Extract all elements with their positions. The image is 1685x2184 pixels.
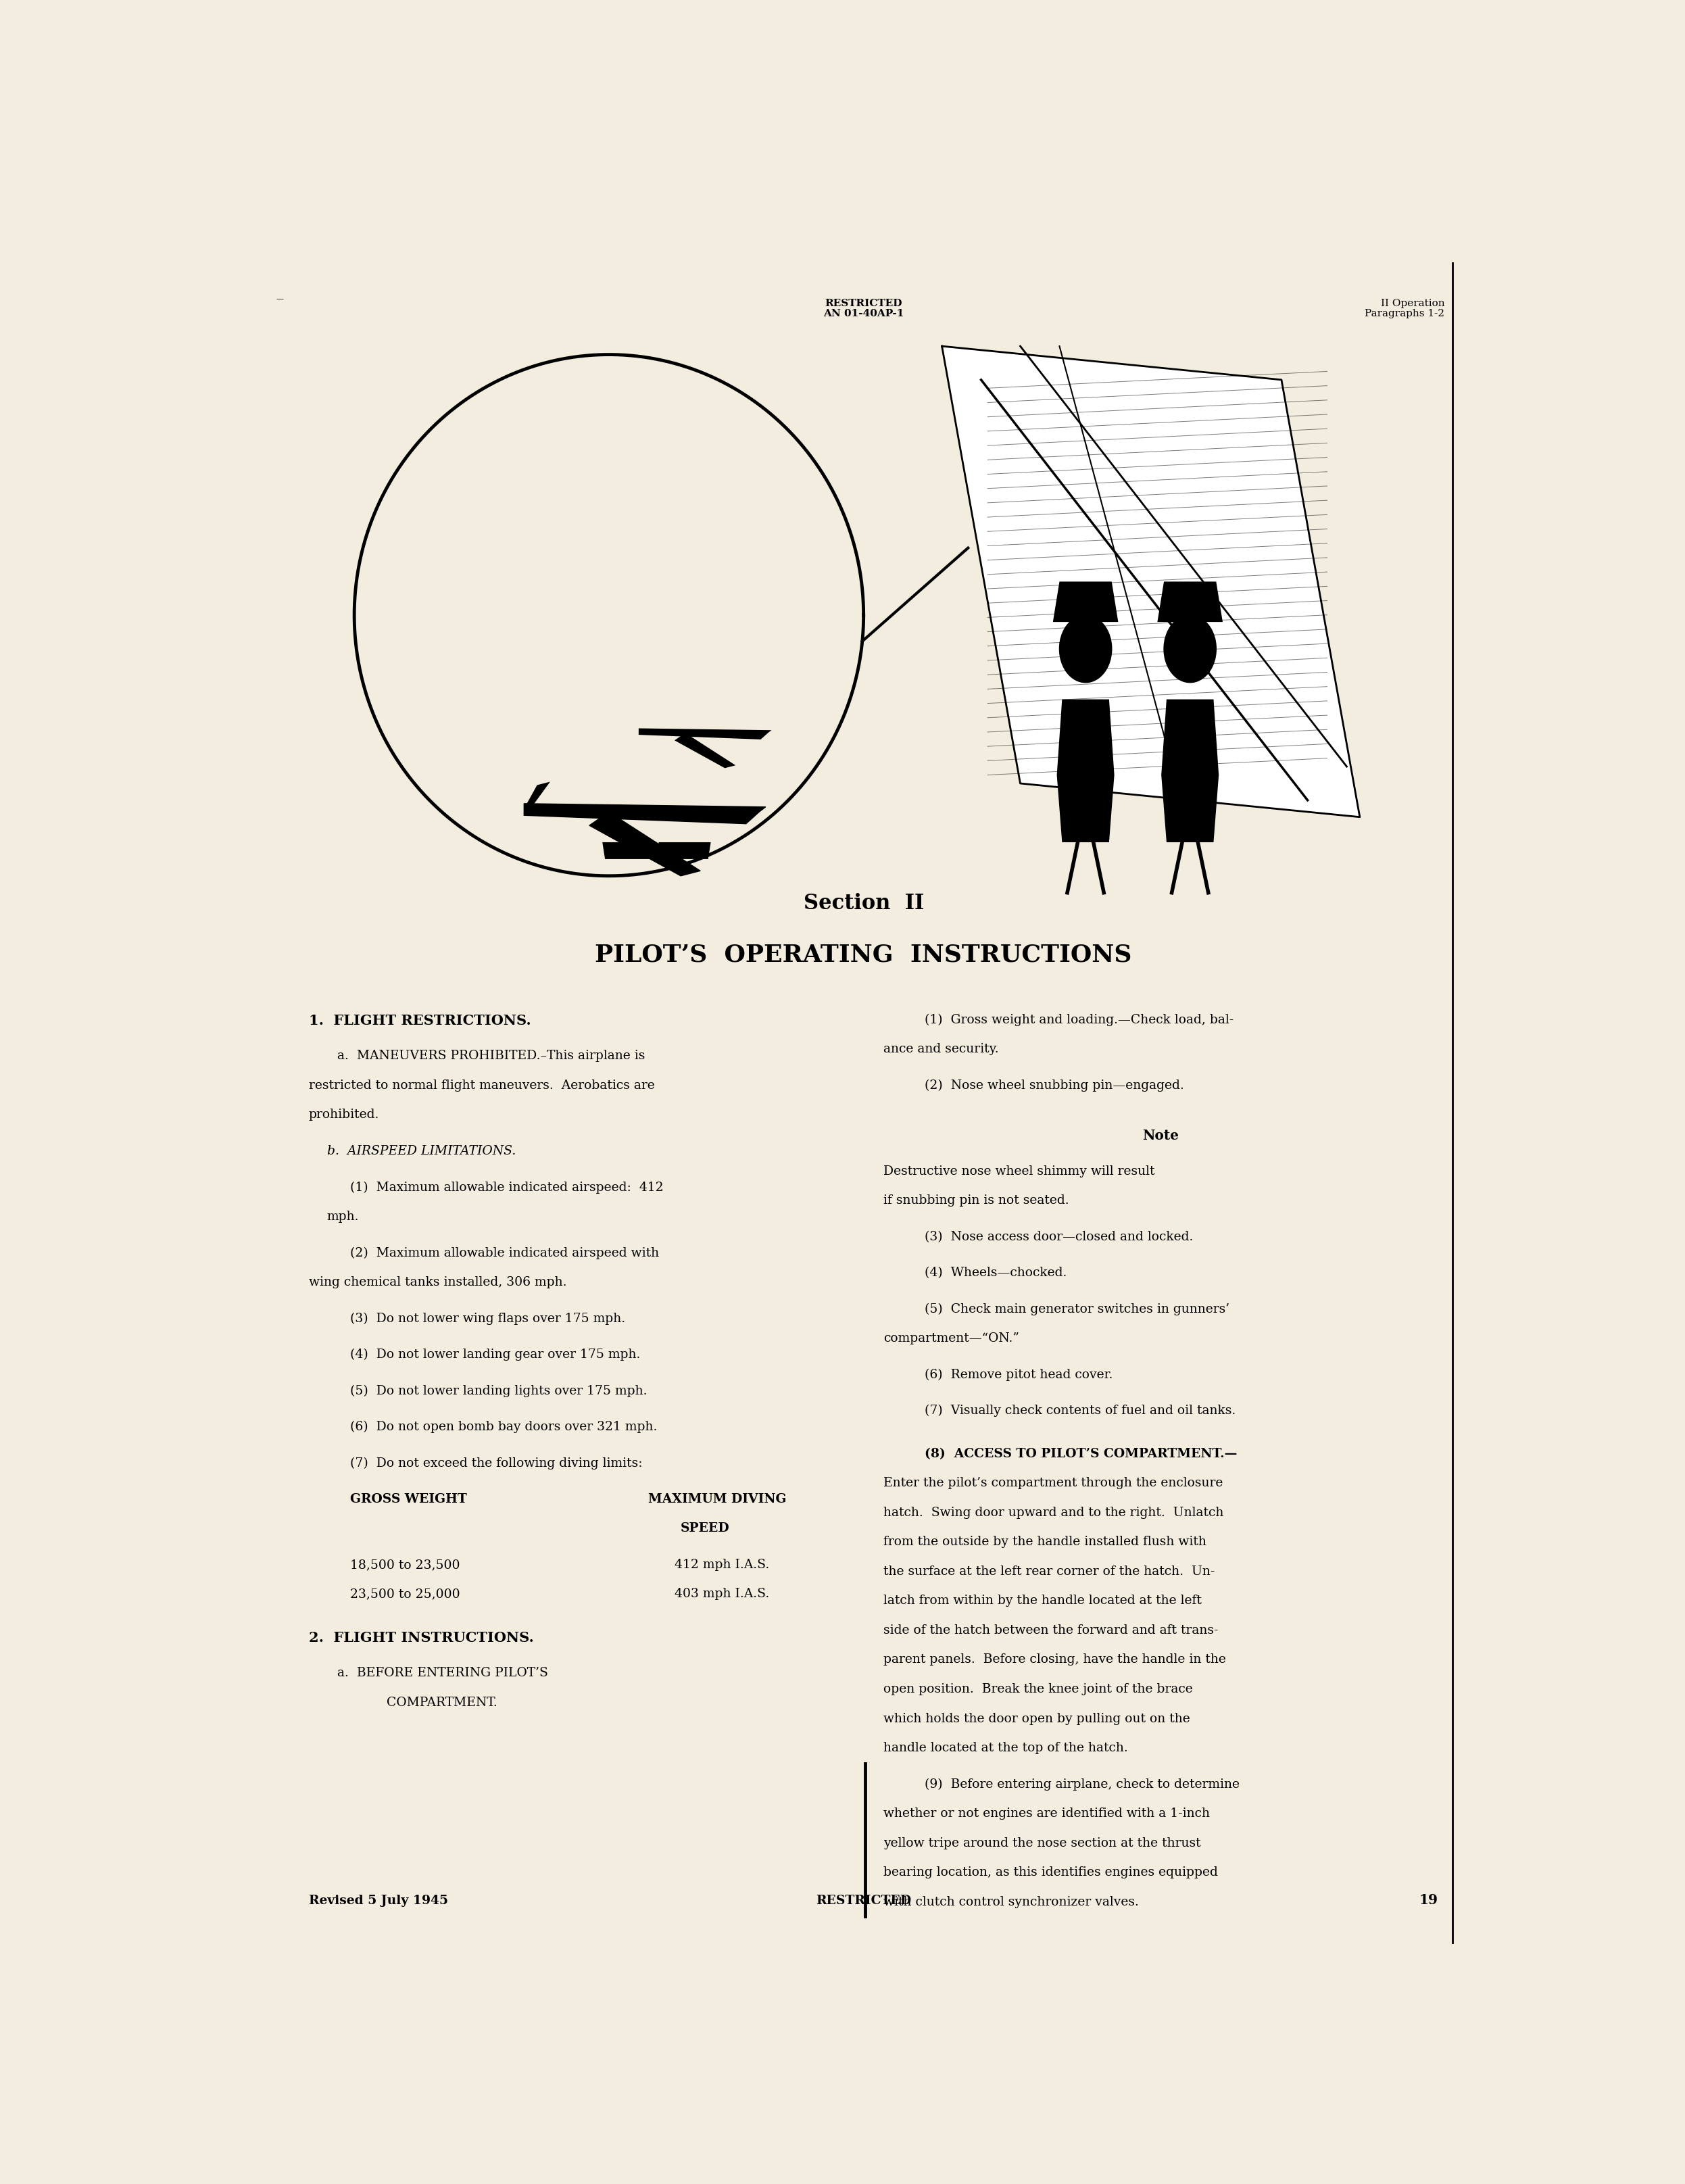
Polygon shape <box>1161 699 1218 843</box>
Polygon shape <box>1158 581 1223 622</box>
Text: b.  AIRSPEED LIMITATIONS.: b. AIRSPEED LIMITATIONS. <box>327 1144 516 1158</box>
Text: open position.  Break the knee joint of the brace: open position. Break the knee joint of t… <box>883 1684 1193 1695</box>
Text: (1)  Maximum allowable indicated airspeed:  412: (1) Maximum allowable indicated airspeed… <box>350 1182 664 1192</box>
Text: a.  MANEUVERS PROHIBITED.–This airplane is: a. MANEUVERS PROHIBITED.–This airplane i… <box>337 1051 645 1061</box>
Text: MAXIMUM DIVING: MAXIMUM DIVING <box>649 1494 787 1505</box>
Text: (7)  Do not exceed the following diving limits:: (7) Do not exceed the following diving l… <box>350 1457 642 1470</box>
Text: Section  II: Section II <box>804 893 923 913</box>
Polygon shape <box>524 804 765 823</box>
Text: whether or not engines are identified with a 1-inch: whether or not engines are identified wi… <box>883 1808 1210 1819</box>
Text: from the outside by the handle installed flush with: from the outside by the handle installed… <box>883 1535 1206 1548</box>
Text: (4)  Wheels—chocked.: (4) Wheels—chocked. <box>925 1267 1067 1280</box>
Text: wing chemical tanks installed, 306 mph.: wing chemical tanks installed, 306 mph. <box>308 1275 566 1289</box>
Text: side of the hatch between the forward and aft trans-: side of the hatch between the forward an… <box>883 1625 1218 1636</box>
Text: (8)  ACCESS TO PILOT’S COMPARTMENT.—: (8) ACCESS TO PILOT’S COMPARTMENT.— <box>925 1448 1237 1459</box>
Text: Destructive nose wheel shimmy will result: Destructive nose wheel shimmy will resul… <box>883 1164 1154 1177</box>
Text: ance and security.: ance and security. <box>883 1044 999 1055</box>
Text: the surface at the left rear corner of the hatch.  Un-: the surface at the left rear corner of t… <box>883 1566 1215 1577</box>
Text: yellow tripe around the nose section at the thrust: yellow tripe around the nose section at … <box>883 1837 1201 1850</box>
Text: (1)  Gross weight and loading.—Check load, bal-: (1) Gross weight and loading.—Check load… <box>925 1013 1233 1026</box>
Text: Paragraphs 1-2: Paragraphs 1-2 <box>1365 310 1444 319</box>
Text: II Operation: II Operation <box>1380 299 1444 308</box>
Text: (3)  Do not lower wing flaps over 175 mph.: (3) Do not lower wing flaps over 175 mph… <box>350 1313 625 1326</box>
Text: (5)  Check main generator switches in gunners’: (5) Check main generator switches in gun… <box>925 1304 1230 1315</box>
Text: COMPARTMENT.: COMPARTMENT. <box>388 1697 497 1708</box>
Text: (6)  Remove pitot head cover.: (6) Remove pitot head cover. <box>925 1369 1114 1380</box>
Text: latch from within by the handle located at the left: latch from within by the handle located … <box>883 1594 1201 1607</box>
Polygon shape <box>639 727 772 740</box>
Text: AN 01-40AP-1: AN 01-40AP-1 <box>824 310 903 319</box>
Text: if snubbing pin is not seated.: if snubbing pin is not seated. <box>883 1195 1068 1208</box>
Text: (4)  Do not lower landing gear over 175 mph.: (4) Do not lower landing gear over 175 m… <box>350 1348 640 1361</box>
Text: parent panels.  Before closing, have the handle in the: parent panels. Before closing, have the … <box>883 1653 1225 1666</box>
Polygon shape <box>1056 699 1114 843</box>
Polygon shape <box>942 345 1360 817</box>
Polygon shape <box>603 843 655 858</box>
Text: RESTRICTED: RESTRICTED <box>826 299 901 308</box>
Polygon shape <box>659 843 711 858</box>
Text: prohibited.: prohibited. <box>308 1109 379 1120</box>
Text: (9)  Before entering airplane, check to determine: (9) Before entering airplane, check to d… <box>925 1778 1240 1791</box>
Text: 23,500 to 25,000: 23,500 to 25,000 <box>350 1588 460 1601</box>
Text: 19: 19 <box>1419 1894 1439 1907</box>
Text: 2.  FLIGHT INSTRUCTIONS.: 2. FLIGHT INSTRUCTIONS. <box>308 1631 534 1645</box>
Text: a.  BEFORE ENTERING PILOT’S: a. BEFORE ENTERING PILOT’S <box>337 1666 548 1679</box>
Text: with clutch control synchronizer valves.: with clutch control synchronizer valves. <box>883 1896 1139 1909</box>
Text: Enter the pilot’s compartment through the enclosure: Enter the pilot’s compartment through th… <box>883 1476 1223 1489</box>
Text: handle located at the top of the hatch.: handle located at the top of the hatch. <box>883 1743 1127 1754</box>
Text: PILOT’S  OPERATING  INSTRUCTIONS: PILOT’S OPERATING INSTRUCTIONS <box>595 943 1132 965</box>
Text: 412 mph I.A.S.: 412 mph I.A.S. <box>674 1559 768 1570</box>
Text: (5)  Do not lower landing lights over 175 mph.: (5) Do not lower landing lights over 175… <box>350 1385 647 1398</box>
Polygon shape <box>590 812 701 876</box>
Text: 18,500 to 23,500: 18,500 to 23,500 <box>350 1559 460 1570</box>
Text: (6)  Do not open bomb bay doors over 321 mph.: (6) Do not open bomb bay doors over 321 … <box>350 1422 657 1433</box>
Circle shape <box>1164 616 1217 681</box>
Text: GROSS WEIGHT: GROSS WEIGHT <box>350 1494 467 1505</box>
Circle shape <box>1060 616 1112 681</box>
Text: (2)  Nose wheel snubbing pin—engaged.: (2) Nose wheel snubbing pin—engaged. <box>925 1079 1185 1092</box>
Text: Note: Note <box>1142 1129 1180 1142</box>
Text: Revised 5 July 1945: Revised 5 July 1945 <box>308 1894 448 1907</box>
Text: (2)  Maximum allowable indicated airspeed with: (2) Maximum allowable indicated airspeed… <box>350 1247 659 1258</box>
Text: SPEED: SPEED <box>681 1522 730 1535</box>
Polygon shape <box>524 782 549 808</box>
Polygon shape <box>1053 581 1119 622</box>
Text: mph.: mph. <box>327 1210 359 1223</box>
Text: (7)  Visually check contents of fuel and oil tanks.: (7) Visually check contents of fuel and … <box>925 1404 1237 1417</box>
Text: RESTRICTED: RESTRICTED <box>816 1894 912 1907</box>
Polygon shape <box>674 734 736 769</box>
Text: compartment—“ON.”: compartment—“ON.” <box>883 1332 1019 1345</box>
Text: restricted to normal flight maneuvers.  Aerobatics are: restricted to normal flight maneuvers. A… <box>308 1079 654 1092</box>
Text: —: — <box>276 295 283 301</box>
Text: hatch.  Swing door upward and to the right.  Unlatch: hatch. Swing door upward and to the righ… <box>883 1507 1223 1518</box>
Text: 1.  FLIGHT RESTRICTIONS.: 1. FLIGHT RESTRICTIONS. <box>308 1013 531 1026</box>
Text: (3)  Nose access door—closed and locked.: (3) Nose access door—closed and locked. <box>925 1232 1193 1243</box>
Text: which holds the door open by pulling out on the: which holds the door open by pulling out… <box>883 1712 1190 1725</box>
Text: bearing location, as this identifies engines equipped: bearing location, as this identifies eng… <box>883 1867 1218 1878</box>
Text: 403 mph I.A.S.: 403 mph I.A.S. <box>674 1588 768 1601</box>
